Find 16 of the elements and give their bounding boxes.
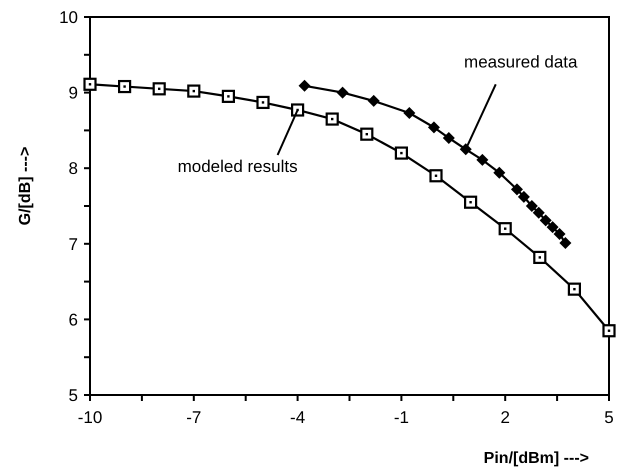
annotation: measured data bbox=[464, 52, 578, 72]
x-tick-label: 2 bbox=[500, 408, 510, 427]
x-tick-label: -1 bbox=[394, 408, 409, 427]
y-tick-label: 9 bbox=[68, 84, 78, 103]
y-tick-label: 5 bbox=[68, 386, 78, 405]
annotation: modeled results bbox=[178, 156, 298, 176]
y-tick-label: 6 bbox=[68, 310, 78, 330]
x-tick-label: 5 bbox=[604, 408, 614, 427]
y-tick-label: 7 bbox=[68, 234, 78, 254]
x-tick-label: -4 bbox=[290, 408, 306, 427]
x-tick-label: -10 bbox=[78, 408, 102, 427]
y-tick-label: 10 bbox=[59, 8, 78, 27]
x-tick-label: -7 bbox=[186, 408, 202, 427]
x-axis-title: Pin/[dBm] ---> bbox=[484, 450, 589, 467]
y-tick-label: 8 bbox=[68, 159, 78, 178]
y-axis-title: G/[dB] ---> bbox=[17, 146, 34, 226]
